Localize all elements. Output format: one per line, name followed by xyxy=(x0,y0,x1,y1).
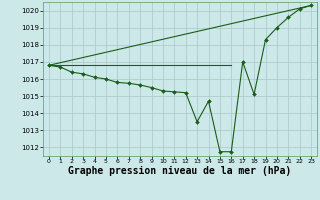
X-axis label: Graphe pression niveau de la mer (hPa): Graphe pression niveau de la mer (hPa) xyxy=(68,166,292,176)
